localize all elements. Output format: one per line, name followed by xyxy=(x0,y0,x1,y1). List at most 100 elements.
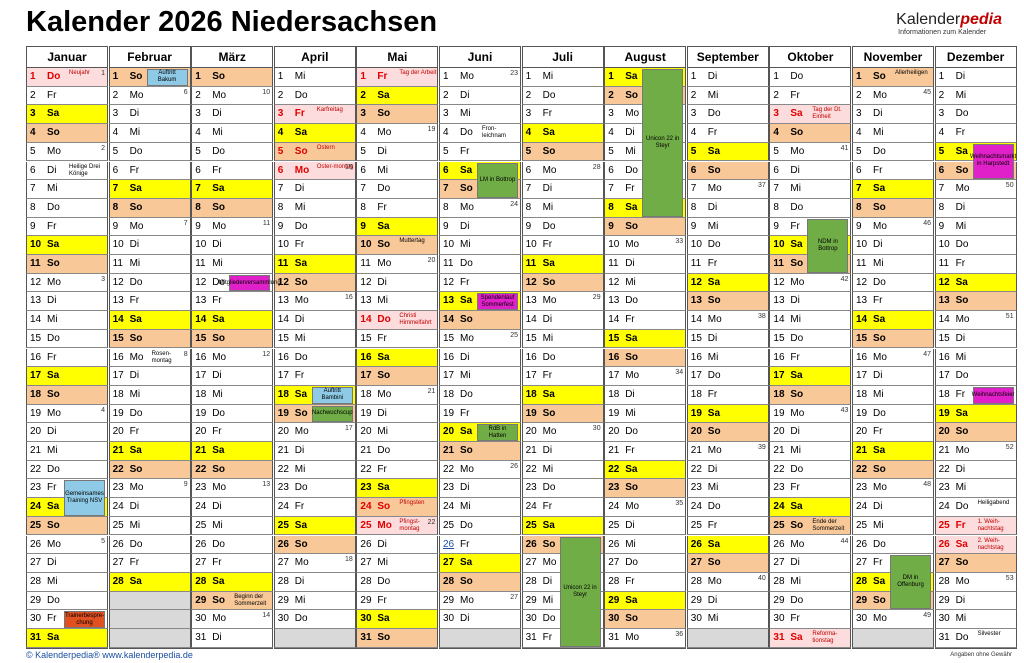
day-cell: 29 Do xyxy=(769,591,852,611)
weekday-label: Fr xyxy=(625,575,635,587)
day-cell: 7 Di xyxy=(273,180,356,199)
event-marker[interactable]: Trainerbespre-chung xyxy=(64,611,105,628)
day-number: 25 xyxy=(525,519,537,531)
weekday-label: Mo xyxy=(47,407,61,419)
day-cell: 17 Fr xyxy=(521,367,604,386)
day-number: 16 xyxy=(30,351,42,363)
day-number: 9 xyxy=(443,220,449,232)
event-marker[interactable]: Nachwuchscup xyxy=(311,405,353,423)
column-bottom-border xyxy=(356,647,439,649)
day-number: 22 xyxy=(525,463,537,475)
week-number: 21 xyxy=(427,387,436,395)
day-cell: 25 Mi xyxy=(852,516,934,536)
day-cell: 30 Fr xyxy=(26,610,108,629)
weekday-label: Sa xyxy=(790,370,803,382)
event-marker[interactable]: Weihnachtsfeier xyxy=(972,386,1015,404)
event-marker[interactable]: Auftritt Bambini xyxy=(311,386,353,404)
day-number: 19 xyxy=(690,407,702,419)
day-cell: 5 So xyxy=(521,142,604,162)
day-cell: 2 Di xyxy=(439,86,521,106)
day-number: 22 xyxy=(608,463,620,475)
day-cell: 17 Mo 34 xyxy=(604,367,687,386)
weekday-label: Fr xyxy=(377,463,387,475)
day-number: 22 xyxy=(360,463,372,475)
weekday-label: Do xyxy=(460,127,473,139)
day-number: 30 xyxy=(443,613,455,625)
day-number: 16 xyxy=(856,351,868,363)
week-number: 34 xyxy=(675,369,684,377)
weekday-label: Fr xyxy=(542,370,553,382)
event-marker[interactable]: Unicon 22 in Steyr xyxy=(642,69,684,217)
day-number: 4 xyxy=(773,127,779,139)
brand-logo[interactable]: Kalenderpedia Informationen zum Kalender xyxy=(896,11,1002,36)
weekday-label: Do xyxy=(212,407,225,419)
weekday-label: Mi xyxy=(542,71,554,82)
day-number: 9 xyxy=(112,220,119,232)
weekday-label: Do xyxy=(47,594,60,606)
day-cell: 21 Sa xyxy=(108,442,191,461)
day-number: 13 xyxy=(30,295,42,307)
weekday-label: Di xyxy=(460,482,470,494)
event-marker[interactable]: RdB in Hatten xyxy=(477,424,518,441)
weekday-label: Sa xyxy=(47,108,60,120)
day-cell: 7 Sa xyxy=(108,180,191,199)
day-number: 16 xyxy=(112,351,124,363)
weekday-label: Mi xyxy=(625,538,636,550)
event-marker[interactable]: Auftritt Bakum xyxy=(146,69,188,86)
day-number: 31 xyxy=(30,632,42,643)
day-cell: 14 So xyxy=(439,311,521,330)
weekday-label: Mi xyxy=(129,258,141,269)
day-number: 6 xyxy=(277,164,284,176)
day-cell: 25 Fr 1. Weih-nachtstag xyxy=(934,516,1017,536)
day-cell: 12 Di xyxy=(356,273,439,293)
month-column: Dezember 1 Di 2 Mi 3 Do 4 Fr 5 Sa 6 So 7 Mo 50 8 Di 9 Mi 10 D… xyxy=(934,46,1017,649)
weekday-label: Mo xyxy=(460,594,474,606)
weekday-label: Di xyxy=(873,108,883,120)
day-cell: 30 Do xyxy=(273,610,356,629)
week-number: 14 xyxy=(262,612,271,620)
day-number: 18 xyxy=(773,388,785,400)
day-cell: 2 Do xyxy=(273,86,356,106)
day-cell: 28 Do xyxy=(356,572,439,592)
event-marker[interactable]: LM in Bottrop xyxy=(477,162,518,198)
day-cell: 18 Mi xyxy=(191,385,274,405)
month-column: Mai 1 Fr Tag der Arbeit 2 Sa 3 So 4 Mo 19 5 Di 6 Mi 7 Do… xyxy=(356,46,439,649)
week-number: 35 xyxy=(675,500,684,508)
day-cell: 15 Mi xyxy=(521,329,604,349)
day-cell: 23 Sa xyxy=(356,479,439,499)
weekday-label: Mi xyxy=(873,127,884,139)
weekday-label: So xyxy=(377,239,391,251)
day-cell: 13 Di xyxy=(26,292,108,312)
day-cell: 17 Di xyxy=(852,367,934,386)
day-cell: 8 Fr xyxy=(356,198,439,218)
day-number: 17 xyxy=(360,370,372,382)
day-number: 21 xyxy=(525,445,537,456)
day-cell: 11 Fr xyxy=(686,255,769,274)
day-cell: 8 Mi xyxy=(273,198,356,218)
day-number: 21 xyxy=(195,445,207,456)
day-number: 18 xyxy=(112,388,124,400)
weekday-label: Do xyxy=(873,538,886,550)
event-marker[interactable]: Weihnachtsmarkt in Harpstedt xyxy=(970,143,1016,180)
day-number: 15 xyxy=(277,332,289,344)
brand-name-b: pedia xyxy=(960,11,1002,28)
day-cell: 27 Fr xyxy=(191,554,274,573)
event-marker[interactable]: Mitgliederversammlung xyxy=(219,274,281,292)
day-number: 23 xyxy=(525,482,537,494)
day-cell: 29 Di xyxy=(934,591,1017,611)
day-number: 19 xyxy=(360,407,372,419)
day-number: 19 xyxy=(30,407,42,419)
event-marker[interactable]: NDM in Bottrop xyxy=(807,218,849,273)
event-marker[interactable]: DM in Offenburg xyxy=(890,555,931,610)
event-marker[interactable]: Spendenlauf Sommerfest xyxy=(477,293,518,311)
event-marker[interactable]: Unicon 22 in Steyr xyxy=(559,536,601,647)
week-number: 22 xyxy=(427,518,436,526)
empty-day-cell xyxy=(108,629,191,648)
footer-link[interactable]: © Kalenderpedia® www.kalenderpedia.de xyxy=(26,650,193,660)
weekday-label: Sa xyxy=(212,575,225,587)
day-number: 15 xyxy=(30,332,42,344)
weekday-label: Fr xyxy=(873,557,883,569)
day-number: 4 xyxy=(277,127,284,139)
week-number: 52 xyxy=(1005,444,1014,451)
event-marker[interactable]: Gemeinsames Training NSV xyxy=(64,480,105,516)
